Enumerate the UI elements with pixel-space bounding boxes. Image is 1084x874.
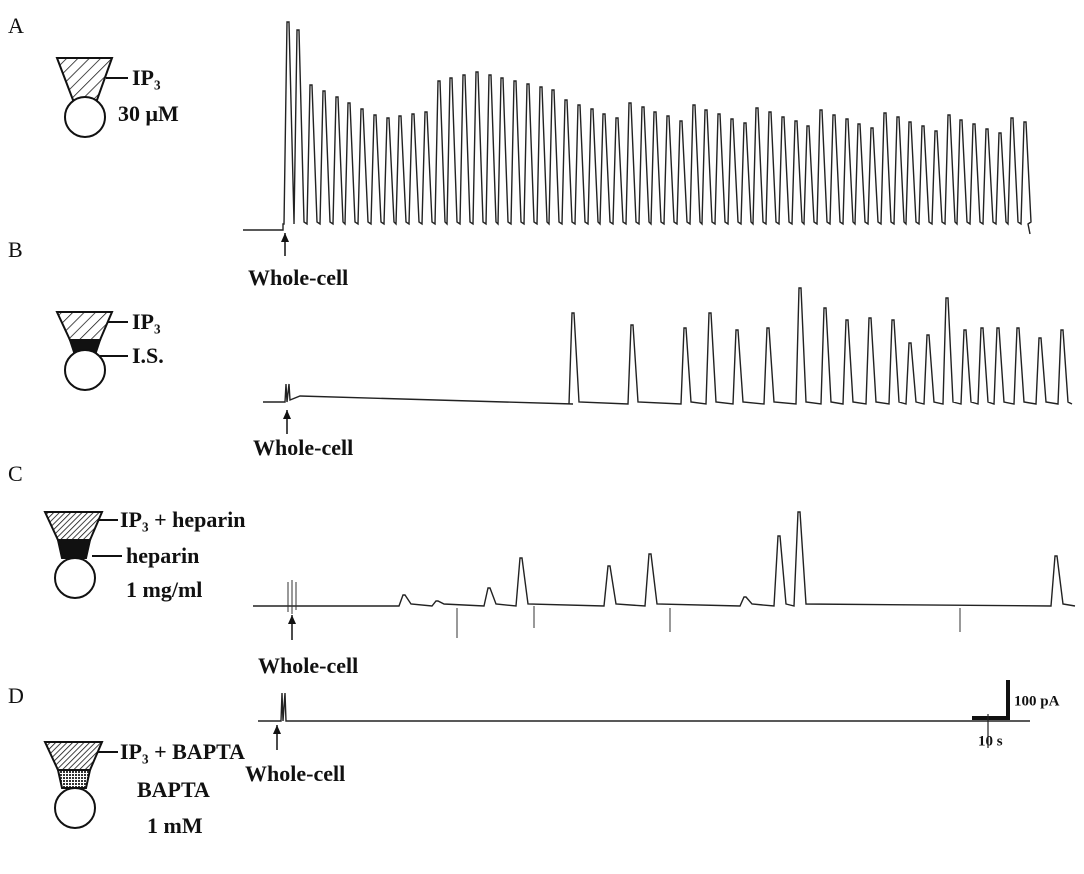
label: 1 mg/ml xyxy=(126,577,202,602)
label: I.S. xyxy=(132,343,164,368)
trace xyxy=(253,511,1076,607)
label: IP₃ xyxy=(132,309,161,334)
label: IP₃ + BAPTA xyxy=(120,739,245,764)
cell xyxy=(64,96,106,138)
marker-label: Whole-cell xyxy=(253,435,353,460)
panel-letter: C xyxy=(8,461,23,486)
pipette xyxy=(43,511,104,541)
pipette-tip xyxy=(56,539,92,559)
label: IP₃ xyxy=(132,65,161,90)
arrow-head xyxy=(273,725,281,734)
scale-bar: 100 pA 10 s xyxy=(972,680,1060,749)
pipette xyxy=(43,741,104,771)
label: 1 mM xyxy=(147,813,203,838)
trace xyxy=(243,21,1032,235)
arrow-head xyxy=(283,410,291,419)
cell xyxy=(64,349,106,391)
cell xyxy=(54,787,96,829)
pipette xyxy=(55,57,114,101)
panel-a: A IP₃ 30 μM Whole-cell xyxy=(8,13,348,290)
label: BAPTA xyxy=(137,777,210,802)
scale-x-label: 10 s xyxy=(978,733,1003,749)
pipette-tip xyxy=(68,339,102,353)
marker-label: Whole-cell xyxy=(258,653,358,678)
cell xyxy=(54,557,96,599)
arrow-head xyxy=(288,615,296,624)
panel-letter: D xyxy=(8,683,24,708)
label: heparin xyxy=(126,543,199,568)
scale-bar-lines xyxy=(972,680,1010,720)
marker-label: Whole-cell xyxy=(248,265,348,290)
panel-c: C IP₃ + heparin heparin 1 mg/ml Whole-ce… xyxy=(8,461,358,678)
scale-y-label: 100 pA xyxy=(1014,693,1060,709)
pipette-tip xyxy=(56,769,92,789)
label: IP₃ + heparin xyxy=(120,507,245,532)
trace xyxy=(258,692,1030,722)
trace xyxy=(263,287,1073,405)
label: 30 μM xyxy=(118,101,179,126)
arrow-head xyxy=(281,233,289,242)
pipette xyxy=(55,311,114,341)
panel-letter: B xyxy=(8,237,23,262)
panel-letter: A xyxy=(8,13,24,38)
marker-label: Whole-cell xyxy=(245,761,345,786)
traces xyxy=(243,21,1076,750)
panel-d: D IP₃ + BAPTA BAPTA 1 mM Whole-cell xyxy=(8,683,345,838)
panel-b: B IP₃ I.S. Whole-cell xyxy=(8,237,353,460)
